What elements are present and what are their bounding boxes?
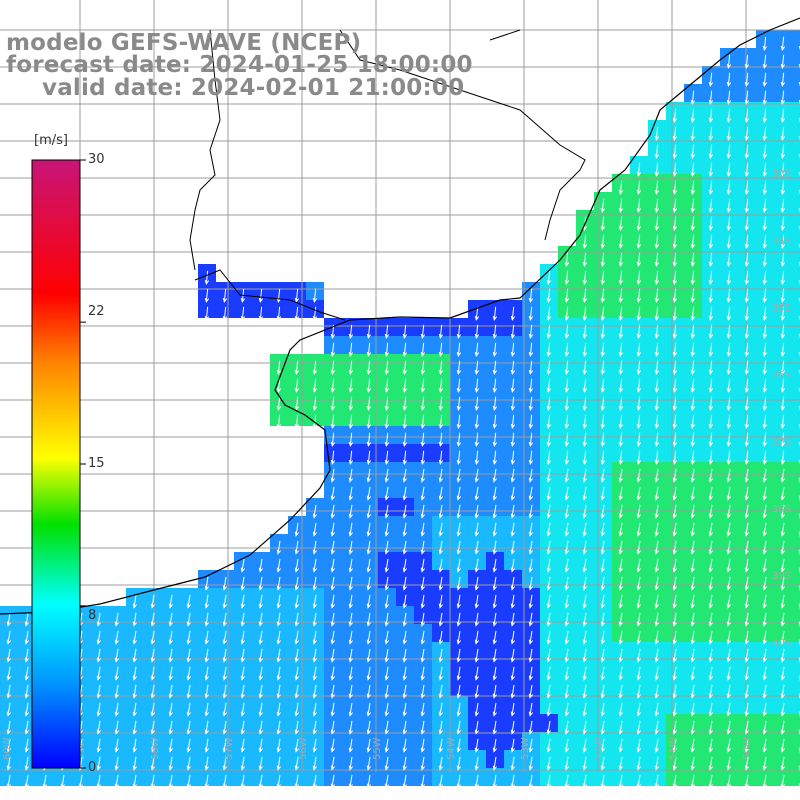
latitude-label: 36S [772,370,791,381]
river-border [189,29,586,321]
latitude-label: 38S [772,504,791,515]
longitude-label: 54W [446,737,457,760]
latitude-labels: 33S 34S 35S 36S 37S 38S 39S 40S [772,169,791,649]
longitude-label: 59W [76,737,87,760]
valid-date: valid date: 2024-02-01 21:00:00 [42,75,465,101]
latitude-label: 35S [772,303,791,314]
colorbar-tick-30: 30 [88,152,105,167]
longitude-label: 50W [742,737,753,760]
colorbar-ticks [80,159,86,769]
longitude-label: 57W [224,737,235,760]
lat-lon-grid [0,0,800,772]
latitude-label: 39S [772,571,791,582]
longitude-label: 55W [372,737,383,760]
longitude-label: 58W [150,737,161,760]
latitude-label: 40S [772,638,791,649]
colorbar-tick-0: 0 [88,760,97,775]
longitude-label: 52W [594,737,605,760]
latitude-label: 33S [772,169,791,180]
longitude-labels: 60W 59W 58W 57W 56W 55W 54W 53W 52W 51W 50W [2,737,753,760]
longitude-label: 56W [298,737,309,760]
forecast-date: forecast date: 2024-01-25 18:00:00 [6,52,473,78]
coastline [0,17,800,615]
colorbar [31,159,81,769]
latitude-label: 37S [772,437,791,448]
colorbar-tick-8: 8 [88,608,97,623]
colorbar-tick-15: 15 [88,456,105,471]
colorbar-unit: [m/s] [34,133,68,148]
latitude-label: 34S [772,236,791,247]
longitude-label: 51W [668,737,679,760]
colorbar-tick-22: 22 [88,304,105,319]
longitude-label: 53W [520,737,531,760]
longitude-label: 60W [2,737,13,760]
model-title: modelo GEFS-WAVE (NCEP) [6,30,362,56]
